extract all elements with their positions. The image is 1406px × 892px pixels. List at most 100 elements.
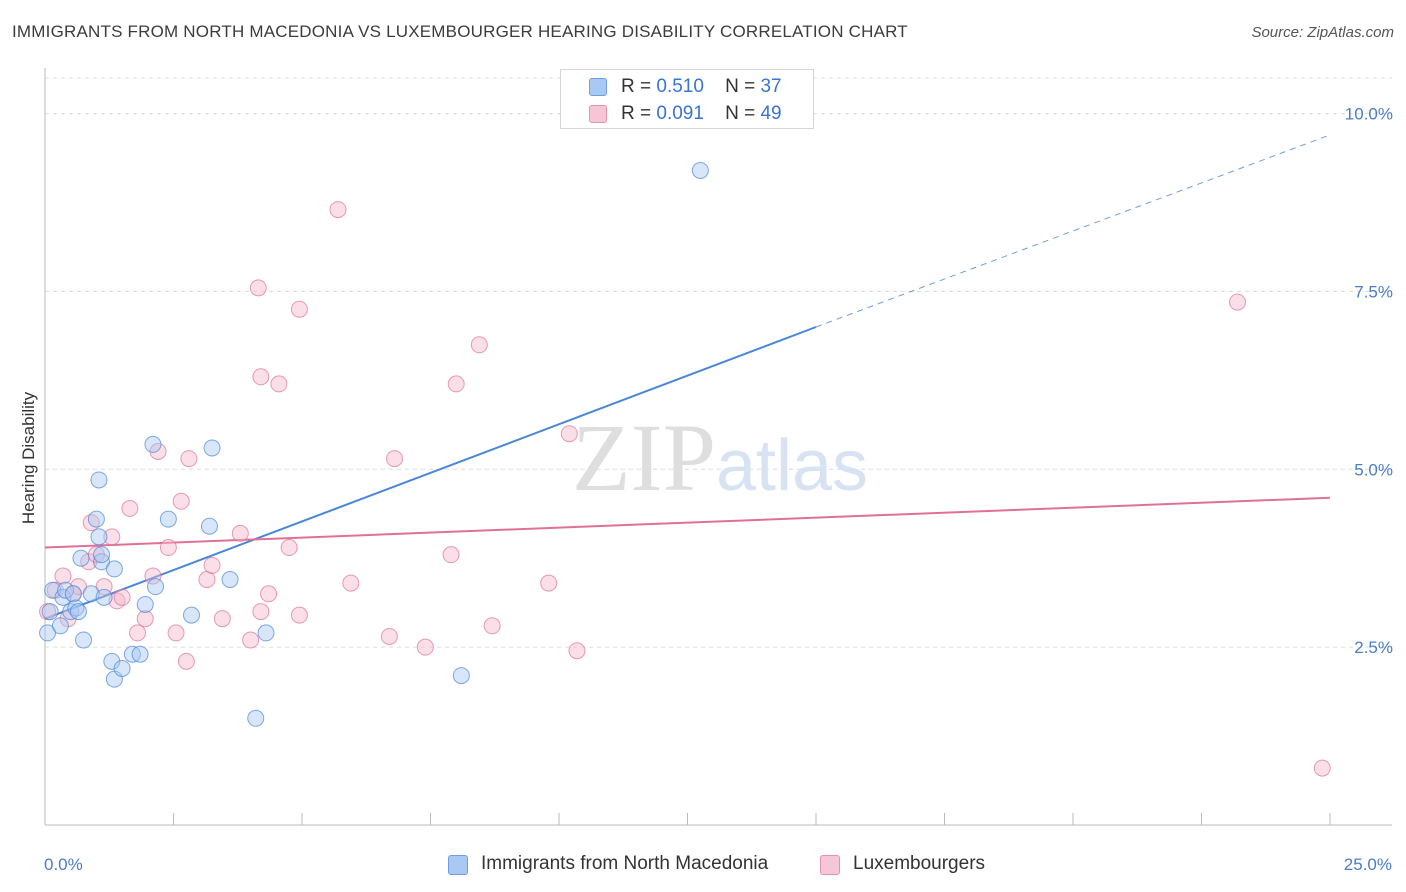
point-north-macedonia	[136, 595, 154, 613]
bottom-legend-label: Luxembourgers	[853, 853, 986, 874]
y-tick-label: 2.5%	[1354, 638, 1393, 657]
point-north-macedonia	[69, 603, 87, 621]
point-luxembourgers	[1228, 293, 1246, 311]
point-luxembourgers	[203, 556, 221, 574]
point-north-macedonia	[113, 659, 131, 677]
point-north-macedonia	[93, 553, 111, 571]
point-north-macedonia	[72, 549, 90, 567]
point-north-macedonia	[144, 435, 162, 453]
point-north-macedonia	[82, 585, 100, 603]
point-luxembourgers	[231, 524, 249, 542]
y-tick-label: 10.0%	[1345, 105, 1393, 124]
point-luxembourgers	[386, 450, 404, 468]
point-luxembourgers	[1313, 759, 1331, 777]
legend-swatch-pink	[589, 105, 607, 123]
watermark-zip: ZIP	[572, 404, 716, 511]
point-north-macedonia	[105, 560, 123, 578]
point-luxembourgers	[260, 585, 278, 603]
point-north-macedonia	[87, 510, 105, 528]
point-luxembourgers	[568, 642, 586, 660]
point-north-macedonia	[51, 617, 69, 635]
point-luxembourgers	[290, 606, 308, 624]
point-luxembourgers	[177, 652, 195, 670]
point-luxembourgers	[249, 279, 267, 297]
point-luxembourgers	[167, 624, 185, 642]
legend-n-value: 49	[760, 103, 782, 124]
point-luxembourgers	[252, 368, 270, 386]
point-north-macedonia	[257, 624, 275, 642]
point-north-macedonia	[159, 510, 177, 528]
legend-n-label: N =	[725, 103, 756, 124]
point-luxembourgers	[270, 375, 288, 393]
point-luxembourgers	[159, 539, 177, 557]
point-luxembourgers	[342, 574, 360, 592]
point-luxembourgers	[129, 624, 147, 642]
point-luxembourgers	[540, 574, 558, 592]
y-axis-label: Hearing Disability	[19, 391, 38, 524]
point-luxembourgers	[280, 539, 298, 557]
legend-swatch-blue	[589, 78, 607, 96]
point-luxembourgers	[172, 492, 190, 510]
point-north-macedonia	[147, 578, 165, 596]
legend-r-value: 0.091	[656, 103, 704, 124]
point-luxembourgers	[252, 603, 270, 621]
watermark-atlas: atlas	[716, 426, 868, 506]
point-luxembourgers	[213, 610, 231, 628]
legend-r-label: R =	[621, 103, 652, 124]
point-north-macedonia	[44, 581, 62, 599]
point-luxembourgers	[242, 631, 260, 649]
bottom-legend-swatch-blue	[448, 855, 468, 875]
trend-line-luxembourgers	[44, 496, 1331, 549]
legend-r-label: R =	[621, 76, 652, 97]
bottom-legend-label: Immigrants from North Macedonia	[481, 853, 769, 874]
trend-line-extension	[815, 134, 1331, 328]
y-tick-label: 5.0%	[1354, 460, 1393, 479]
point-luxembourgers	[121, 499, 139, 517]
point-luxembourgers	[442, 546, 460, 564]
x-tick-min: 0.0%	[44, 855, 83, 874]
point-luxembourgers	[290, 300, 308, 318]
point-north-macedonia	[39, 624, 57, 642]
point-luxembourgers	[483, 617, 501, 635]
x-tick-max: 25.0%	[1344, 855, 1392, 874]
point-luxembourgers	[136, 610, 154, 628]
point-luxembourgers	[329, 201, 347, 219]
y-tick-label: 7.5%	[1354, 282, 1393, 301]
point-luxembourgers	[198, 571, 216, 589]
point-north-macedonia	[41, 603, 59, 621]
axes	[44, 68, 1392, 826]
point-luxembourgers	[380, 627, 398, 645]
point-north-macedonia	[131, 645, 149, 663]
legend-n-label: N =	[725, 76, 756, 97]
point-luxembourgers	[113, 588, 131, 606]
legend-r-value: 0.510	[656, 76, 704, 97]
point-luxembourgers	[560, 425, 578, 443]
point-north-macedonia	[203, 439, 221, 457]
point-north-macedonia	[200, 517, 218, 535]
legend-n-value: 37	[760, 76, 782, 97]
point-north-macedonia	[93, 546, 111, 564]
point-luxembourgers	[416, 638, 434, 656]
y-tick-labels: 2.5% 5.0% 7.5% 10.0%	[1345, 105, 1393, 658]
point-north-macedonia	[95, 588, 113, 606]
point-luxembourgers	[470, 336, 488, 354]
gridlines	[45, 77, 1392, 648]
point-north-macedonia	[75, 631, 93, 649]
point-north-macedonia	[103, 652, 121, 670]
watermark: ZIPatlas	[572, 404, 868, 511]
point-luxembourgers	[144, 567, 162, 585]
point-north-macedonia	[90, 471, 108, 489]
legend: R = 0.510 N = 37 R = 0.091 N = 49	[560, 69, 814, 129]
point-north-macedonia	[691, 161, 709, 179]
point-luxembourgers	[54, 567, 72, 585]
point-luxembourgers	[103, 528, 121, 546]
point-luxembourgers	[180, 450, 198, 468]
chart-title: IMMIGRANTS FROM NORTH MACEDONIA VS LUXEM…	[12, 22, 908, 41]
point-north-macedonia	[221, 571, 239, 589]
source-label: Source: ZipAtlas.com	[1251, 24, 1394, 41]
point-north-macedonia	[452, 667, 470, 685]
trend-line-north-macedonia	[44, 326, 817, 620]
data-points	[39, 161, 1331, 777]
point-north-macedonia	[182, 606, 200, 624]
